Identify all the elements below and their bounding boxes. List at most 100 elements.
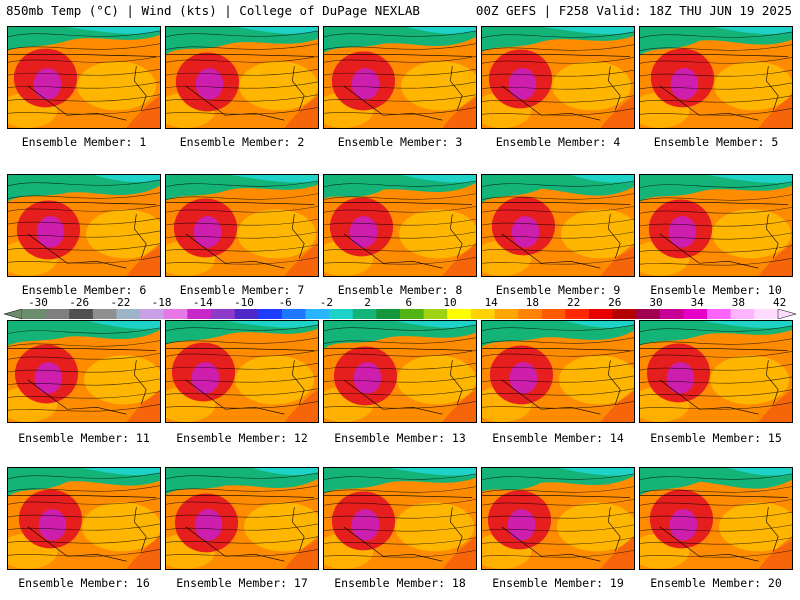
colorbar-segment	[659, 309, 684, 319]
member-label: Ensemble Member: 13	[334, 431, 466, 445]
colorbar-tick-label: 42	[772, 296, 787, 309]
member-label: Ensemble Member: 19	[492, 576, 624, 590]
ensemble-panel	[639, 26, 793, 129]
ensemble-panel	[323, 320, 477, 423]
temperature-map	[166, 175, 318, 276]
ensemble-panel	[639, 320, 793, 423]
colorbar-segment	[352, 309, 377, 319]
colorbar-tick-label: -14	[192, 296, 213, 309]
colorbar-tick-label: -30	[28, 296, 48, 309]
temperature-map	[324, 175, 476, 276]
colorbar-segment	[234, 309, 259, 319]
chart-title: 850mb Temp (°C) | Wind (kts) | College o…	[6, 3, 420, 18]
colorbar-tick-label: -18	[151, 296, 172, 309]
colorbar-tick-label: -2	[319, 296, 334, 309]
ensemble-panel	[7, 320, 161, 423]
colorbar-tick-label: -10	[234, 296, 254, 309]
ensemble-panel	[323, 26, 477, 129]
temperature-map	[166, 468, 318, 569]
member-label: Ensemble Member: 16	[18, 576, 150, 590]
member-label: Ensemble Member: 8	[337, 283, 463, 297]
colorbar-segment	[281, 309, 306, 319]
temperature-map	[8, 175, 160, 276]
colorbar-segment	[589, 309, 614, 319]
member-label: Ensemble Member: 12	[176, 431, 308, 445]
member-label: Ensemble Member: 5	[653, 135, 779, 149]
temperature-map	[166, 27, 318, 128]
colorbar-segment	[565, 309, 590, 319]
ensemble-panel	[7, 26, 161, 129]
colorbar-segment	[45, 309, 70, 319]
ensemble-panel	[165, 467, 319, 570]
colorbar-tick-label: 18	[525, 296, 540, 309]
member-label: Ensemble Member: 20	[650, 576, 782, 590]
temperature-map	[324, 27, 476, 128]
colorbar-segment	[754, 309, 779, 319]
colorbar-tick-label: 26	[608, 296, 622, 309]
colorbar-segment	[541, 309, 566, 319]
temperature-map	[640, 468, 792, 569]
colorbar-segment	[707, 309, 732, 319]
temperature-colorbar	[4, 309, 796, 319]
ensemble-panel	[7, 174, 161, 277]
member-label: Ensemble Member: 4	[495, 135, 621, 149]
colorbar-segment	[140, 309, 165, 319]
colorbar-segment	[376, 309, 401, 319]
temperature-map	[482, 27, 634, 128]
member-label: Ensemble Member: 7	[179, 283, 305, 297]
ensemble-panel	[639, 174, 793, 277]
ensemble-panel	[481, 26, 635, 129]
colorbar-segment	[69, 309, 94, 319]
colorbar-tick-label: -26	[69, 296, 90, 309]
colorbar-tick-label: 6	[405, 296, 413, 309]
colorbar-tick-label: 22	[566, 296, 581, 309]
colorbar-tick-label: 34	[690, 296, 704, 309]
temperature-map	[8, 27, 160, 128]
temperature-map	[482, 175, 634, 276]
colorbar-segment	[329, 309, 354, 319]
temperature-map	[166, 321, 318, 422]
colorbar-segment	[187, 309, 212, 319]
colorbar-tick-label: 2	[364, 296, 371, 309]
member-label: Ensemble Member: 14	[492, 431, 624, 445]
member-label: Ensemble Member: 18	[334, 576, 466, 590]
ensemble-panel	[165, 26, 319, 129]
colorbar-segment	[305, 309, 330, 319]
member-label: Ensemble Member: 3	[337, 135, 463, 149]
colorbar-segment	[518, 309, 543, 319]
colorbar-tick-label: -22	[110, 296, 131, 309]
colorbar-segment	[116, 309, 141, 319]
colorbar-tick-label: 10	[443, 296, 457, 309]
member-label: Ensemble Member: 6	[21, 283, 147, 297]
colorbar-tick-label: 14	[484, 296, 498, 309]
ensemble-panel	[165, 320, 319, 423]
temperature-map	[640, 175, 792, 276]
colorbar-segment	[258, 309, 283, 319]
member-label: Ensemble Member: 11	[18, 431, 150, 445]
temperature-map	[482, 321, 634, 422]
colorbar-segment	[636, 309, 661, 319]
temperature-map	[8, 468, 160, 569]
temperature-map	[324, 468, 476, 569]
ensemble-panel	[323, 174, 477, 277]
temperature-map	[482, 468, 634, 569]
colorbar-segment	[22, 309, 47, 319]
colorbar-segment	[92, 309, 117, 319]
ensemble-panel	[165, 174, 319, 277]
member-label: Ensemble Member: 10	[650, 283, 782, 297]
colorbar-tick-label: 38	[731, 296, 746, 309]
member-label: Ensemble Member: 2	[179, 135, 305, 149]
ensemble-panel	[481, 174, 635, 277]
colorbar-segment	[470, 309, 495, 319]
temperature-map	[640, 27, 792, 128]
colorbar-segment	[211, 309, 236, 319]
temperature-map	[324, 321, 476, 422]
ensemble-panel	[639, 467, 793, 570]
colorbar-tick-label: 30	[649, 296, 663, 309]
ensemble-panel	[7, 467, 161, 570]
colorbar-segment	[683, 309, 708, 319]
colorbar-segment	[400, 309, 425, 319]
member-label: Ensemble Member: 15	[650, 431, 782, 445]
colorbar-tick-label: -6	[278, 296, 292, 309]
colorbar-segment	[423, 309, 448, 319]
